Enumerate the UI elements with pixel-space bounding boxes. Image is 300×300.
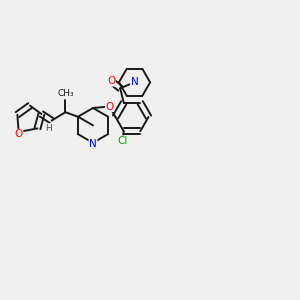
Text: O: O xyxy=(107,76,115,86)
Text: N: N xyxy=(131,77,138,87)
Text: O: O xyxy=(14,129,23,140)
Text: CH₃: CH₃ xyxy=(57,89,74,98)
Text: Cl: Cl xyxy=(117,136,128,146)
Text: H: H xyxy=(45,124,52,133)
Text: N: N xyxy=(89,139,97,149)
Text: O: O xyxy=(105,101,114,112)
